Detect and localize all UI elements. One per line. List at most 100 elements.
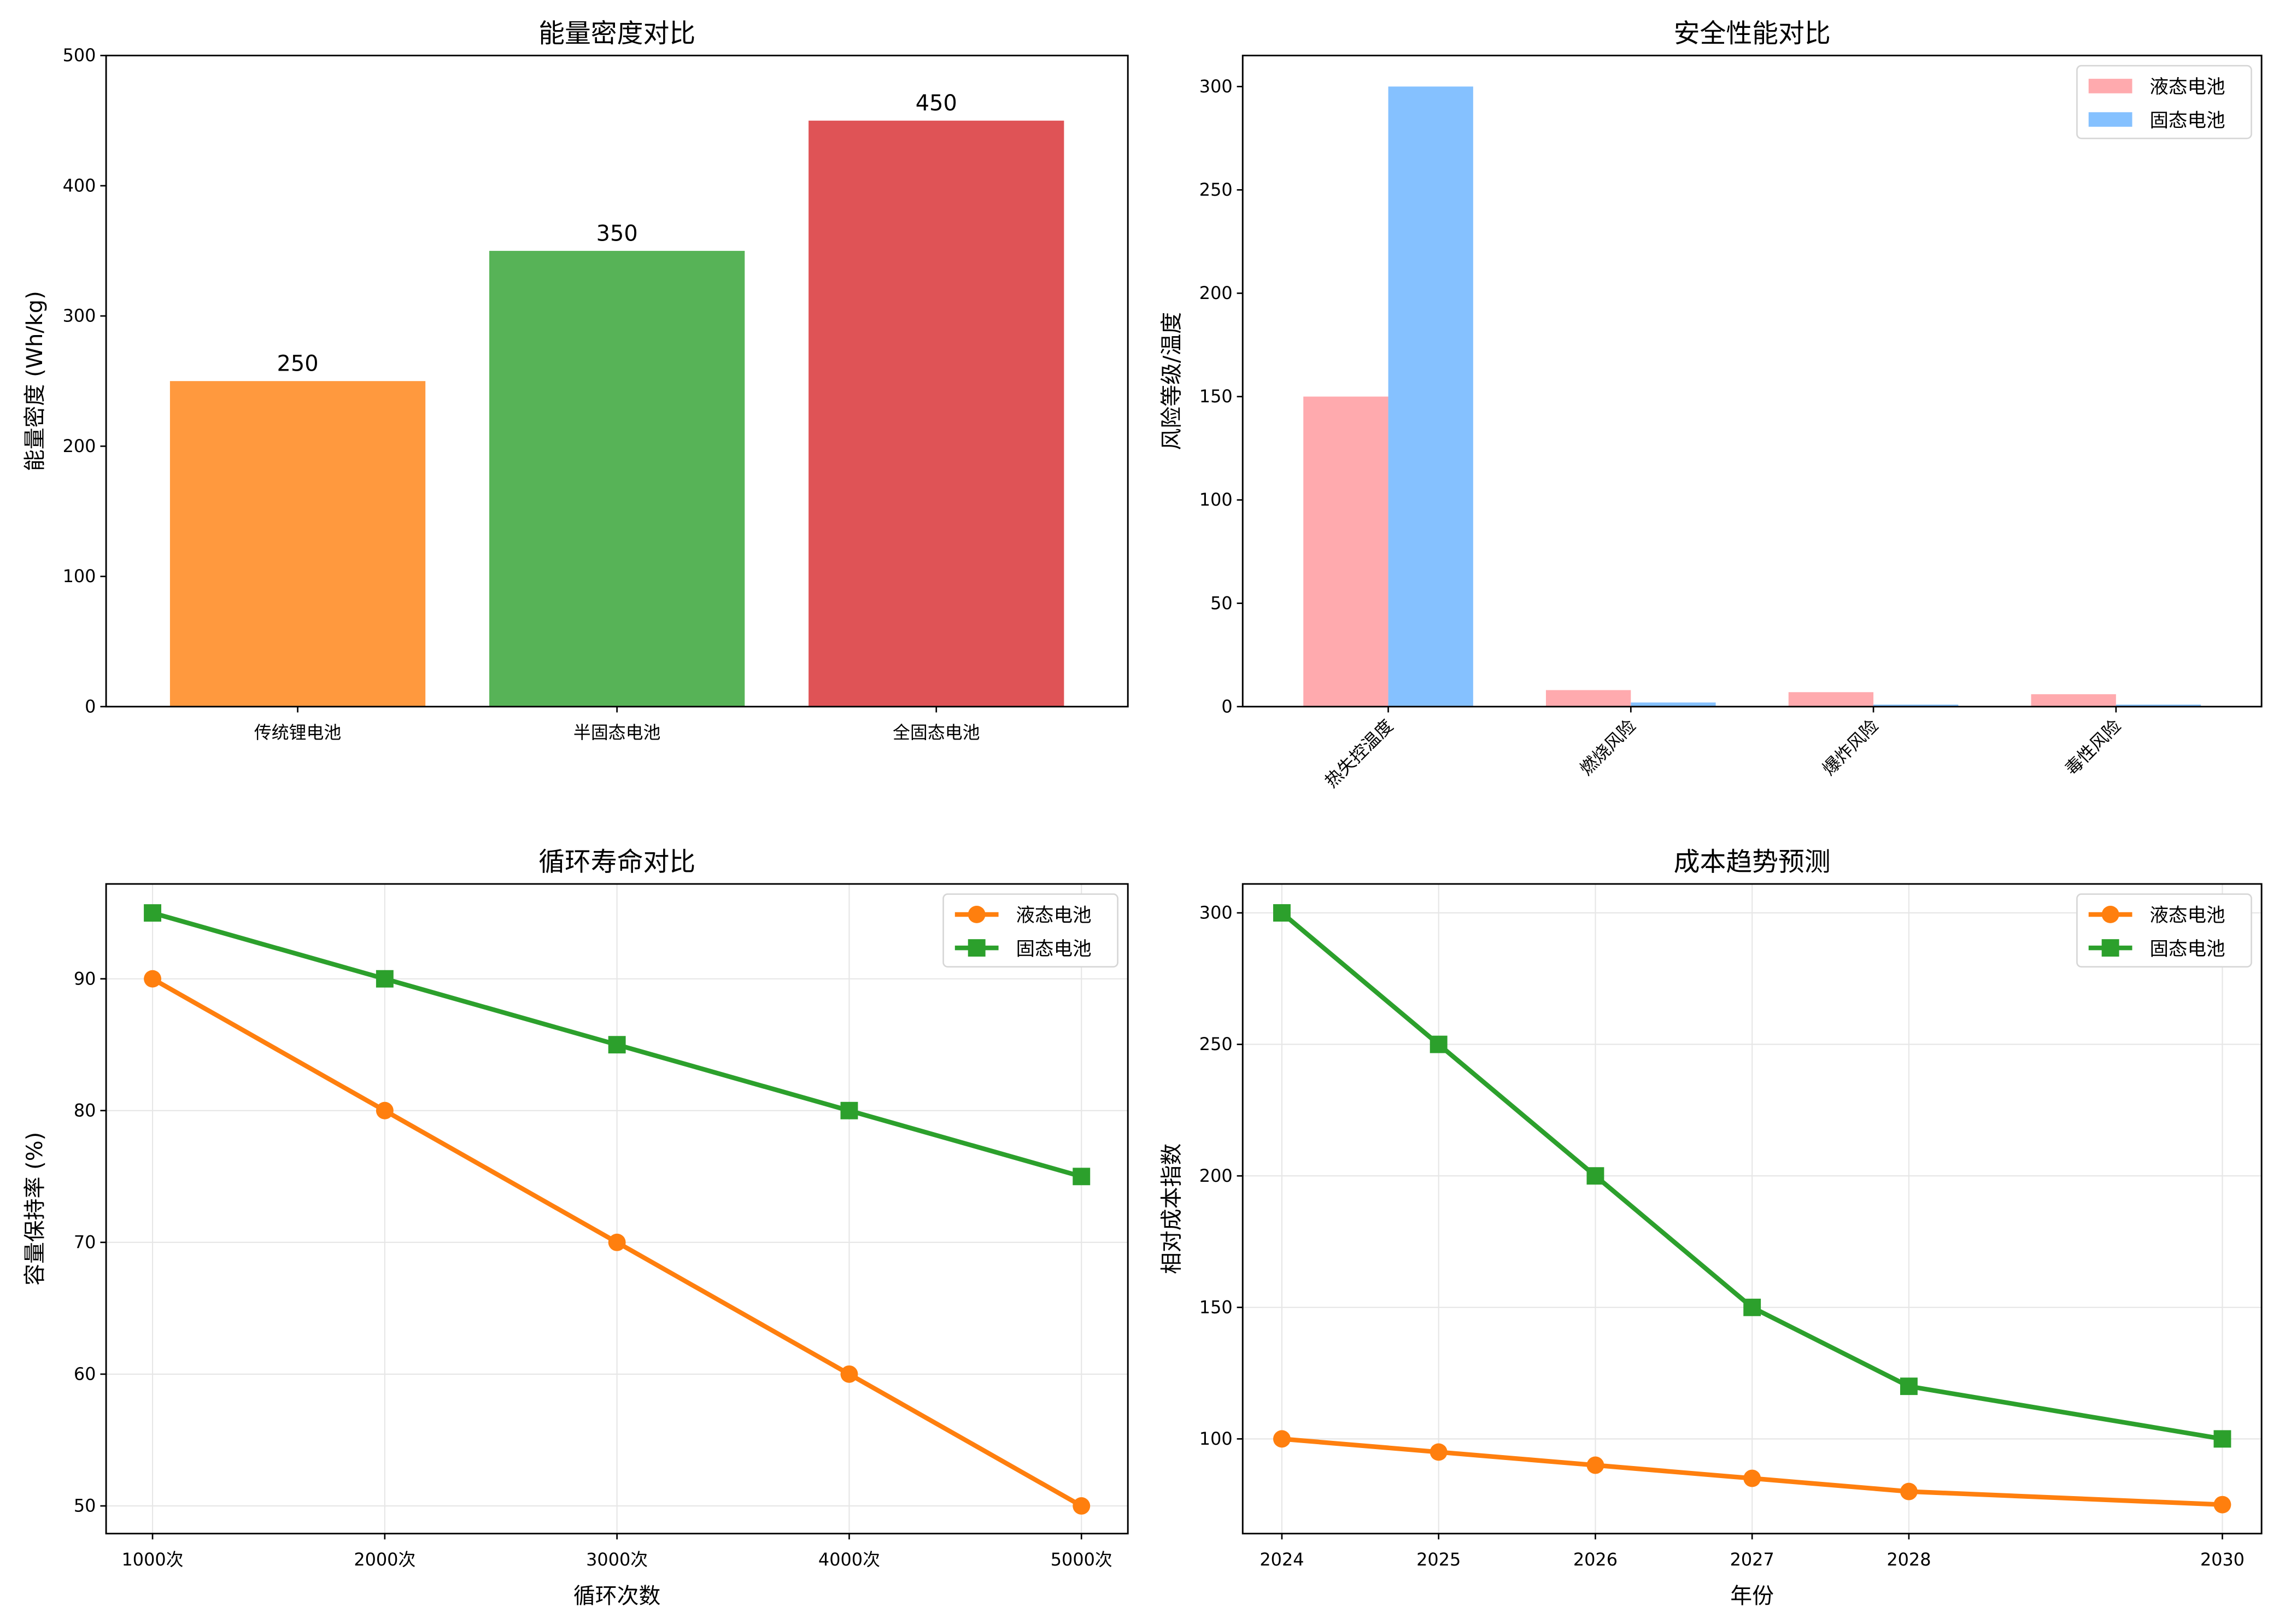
bar-liquid-1 — [1303, 396, 1389, 707]
y-tick-label: 300 — [1199, 902, 1233, 923]
x-tick-label: 4000次 — [818, 1549, 880, 1570]
data-point — [1273, 904, 1291, 922]
x-tick-label: 2025 — [1416, 1549, 1461, 1570]
x-tick-label: 2024 — [1259, 1549, 1304, 1570]
x-tick-label: 3000次 — [586, 1549, 648, 1570]
y-tick-label: 200 — [1199, 283, 1233, 303]
x-tick-label: 2027 — [1730, 1549, 1774, 1570]
x-tick-label: 2000次 — [354, 1549, 415, 1570]
legend-marker — [968, 905, 986, 923]
chart-title: 成本趋势预测 — [1674, 847, 1831, 877]
data-label: 450 — [916, 91, 957, 116]
data-point — [2213, 1496, 2231, 1514]
y-tick-label: 100 — [1199, 1428, 1233, 1449]
legend-label: 液态电池 — [1016, 905, 1092, 927]
y-tick-label: 250 — [1199, 179, 1233, 200]
legend-label: 固态电池 — [2149, 110, 2225, 132]
data-point — [608, 1036, 626, 1054]
bar-1 — [169, 381, 426, 707]
bar-solid-4 — [2116, 704, 2201, 707]
series-line-solid — [1280, 911, 2223, 1441]
x-tick-label: 半固态电池 — [573, 722, 660, 743]
y-tick-label: 70 — [74, 1232, 96, 1252]
data-point — [1586, 1167, 1604, 1185]
data-point — [840, 1365, 858, 1383]
data-point — [1900, 1377, 1918, 1396]
y-tick-label: 300 — [63, 306, 96, 326]
data-point — [1073, 1497, 1091, 1515]
legend-label: 固态电池 — [1016, 938, 1092, 960]
y-axis-label: 容量保持率 (%) — [22, 1132, 48, 1286]
data-label: 250 — [277, 351, 319, 377]
data-point — [376, 970, 394, 988]
data-point — [1900, 1482, 1918, 1500]
y-tick-label: 100 — [63, 566, 96, 587]
bar-liquid-2 — [1545, 690, 1631, 707]
y-axis-label: 能量密度 (Wh/kg) — [22, 291, 48, 471]
axes-frame — [1241, 55, 2263, 708]
data-point — [376, 1101, 394, 1119]
y-tick-label: 0 — [1221, 696, 1232, 717]
legend-label: 液态电池 — [2149, 905, 2225, 927]
y-tick-label: 150 — [1199, 1297, 1233, 1317]
y-tick-label: 400 — [63, 175, 96, 196]
bar-solid-2 — [1631, 702, 1716, 707]
y-tick-label: 500 — [63, 45, 96, 66]
subplot-1: 250 350 450 0 100 200 300 400 500 传统锂电池 半固态电池 全固态电池… — [22, 19, 1129, 743]
data-point — [1429, 1443, 1448, 1461]
x-tick-label: 热失控温度 — [1321, 716, 1397, 792]
data-point — [1273, 1430, 1291, 1448]
y-tick-label: 80 — [74, 1100, 96, 1121]
y-tick-label: 0 — [85, 696, 96, 717]
x-tick-label: 2026 — [1573, 1549, 1618, 1570]
bar-3 — [809, 120, 1064, 707]
subplot-3: 50 60 70 80 90 1000次 2000次 3000次 4000次 5000次 循环寿命对… — [22, 847, 1129, 1609]
subplot-2: 0 50 100 150 200 250 300 热失控温度 燃烧风险 爆炸风险 毒性风险 安全性能对… — [1159, 19, 2263, 792]
data-point — [1586, 1456, 1604, 1474]
y-axis-label: 相对成本指数 — [1159, 1144, 1184, 1274]
y-tick-label: 50 — [1210, 593, 1233, 613]
chart-title: 安全性能对比 — [1674, 19, 1831, 49]
data-point — [1429, 1035, 1448, 1053]
x-axis-label: 年份 — [1730, 1584, 1774, 1609]
x-tick-label: 燃烧风险 — [1576, 716, 1640, 779]
y-axis-label: 风险等级/温度 — [1159, 312, 1184, 450]
x-tick-label: 传统锂电池 — [254, 722, 341, 743]
x-tick-label: 全固态电池 — [893, 722, 980, 743]
y-tick-label: 150 — [1199, 386, 1233, 407]
chart-title: 循环寿命对比 — [538, 847, 695, 877]
bar-solid-3 — [1873, 704, 1959, 707]
legend-label: 液态电池 — [2149, 77, 2225, 98]
data-label: 350 — [596, 221, 638, 246]
x-tick-label: 2028 — [1887, 1549, 1931, 1570]
x-tick-label: 爆炸风险 — [1818, 716, 1882, 779]
bar-2 — [489, 250, 745, 707]
legend-label: 固态电池 — [2149, 938, 2225, 960]
subplot-4: 100 150 200 250 300 2024 2025 2026 2027 2028 2030 成… — [1159, 847, 2263, 1609]
data-point — [2213, 1430, 2231, 1448]
bar-liquid-4 — [2031, 694, 2116, 707]
x-axis-label: 循环次数 — [573, 1584, 661, 1609]
data-point — [1073, 1168, 1091, 1186]
y-tick-label: 60 — [74, 1364, 96, 1385]
y-tick-label: 90 — [74, 968, 96, 989]
data-point — [840, 1101, 858, 1119]
y-tick-label: 50 — [74, 1496, 96, 1516]
data-point — [1743, 1469, 1761, 1487]
x-tick-label: 2030 — [2200, 1549, 2245, 1570]
legend-marker — [2101, 905, 2119, 923]
data-point — [1743, 1298, 1761, 1316]
data-point — [608, 1233, 626, 1251]
y-tick-label: 300 — [1199, 76, 1233, 97]
y-tick-label: 200 — [1199, 1165, 1233, 1186]
x-tick-label: 毒性风险 — [2061, 716, 2125, 779]
chart-title: 能量密度对比 — [538, 19, 695, 49]
legend-swatch — [2088, 79, 2132, 93]
bar-solid-1 — [1388, 86, 1473, 707]
bar-liquid-3 — [1788, 692, 1874, 707]
y-tick-label: 250 — [1199, 1034, 1233, 1054]
x-tick-label: 5000次 — [1051, 1549, 1112, 1570]
